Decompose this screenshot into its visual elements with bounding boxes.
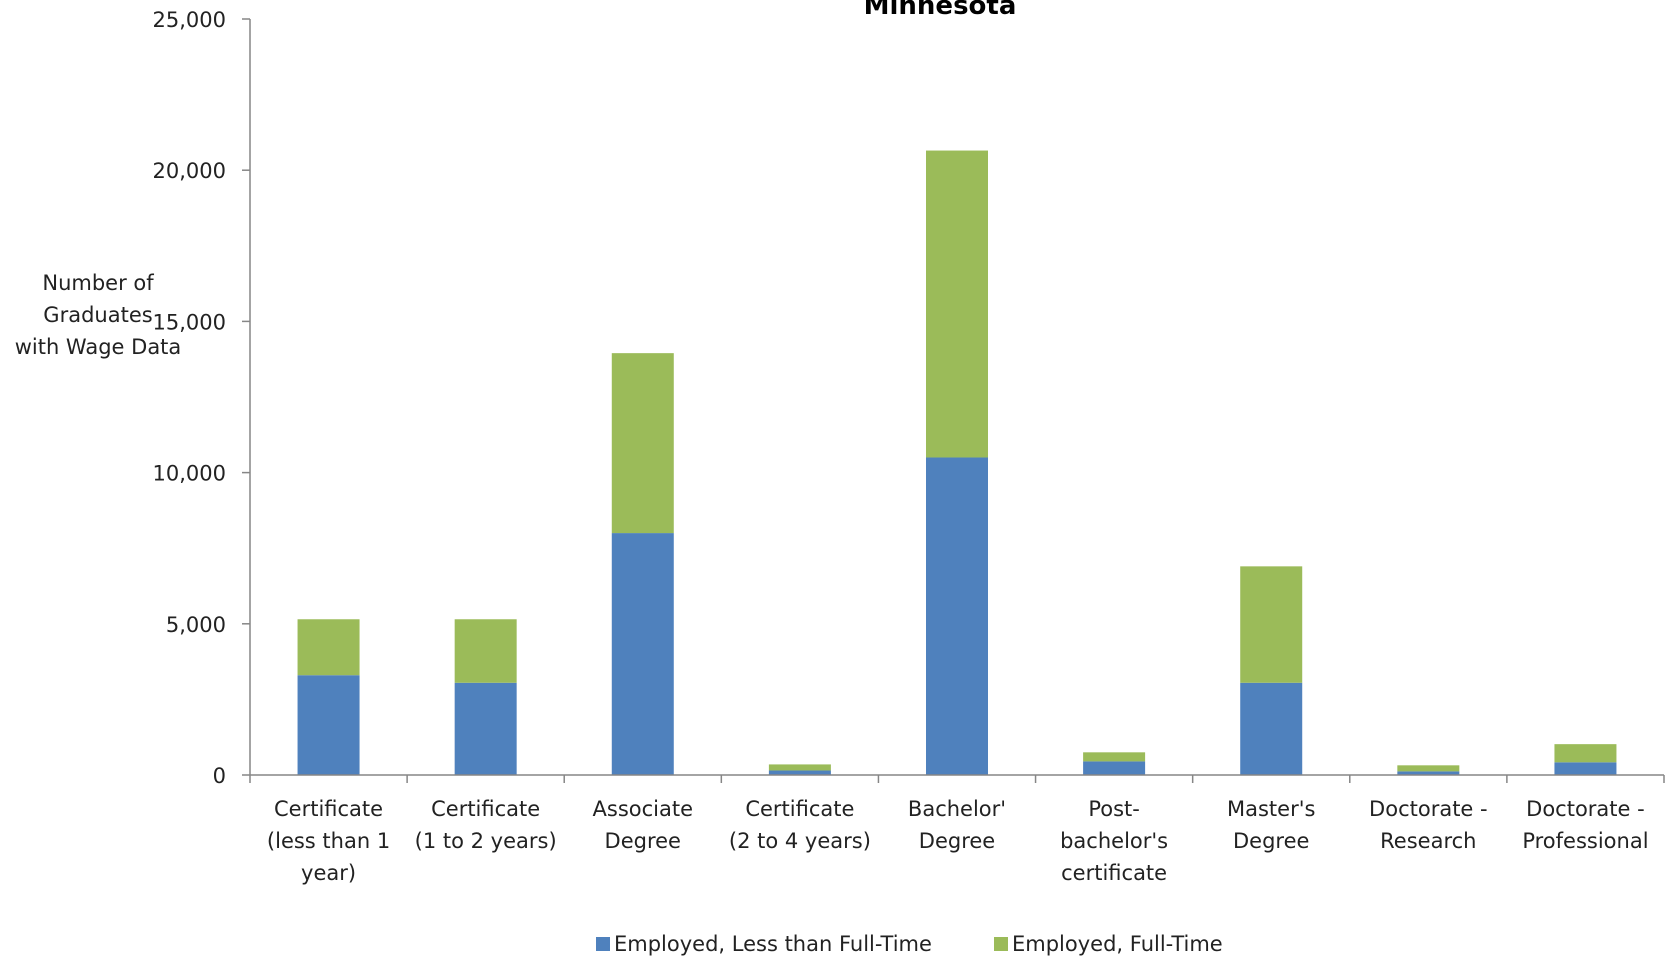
y-tick-label: 5,000 [166,613,226,637]
bar-segment-less-than-full-time [455,683,517,775]
y-axis-title-line: Number of [42,271,154,295]
x-category-label-line: (1 to 2 years) [415,829,557,853]
bar-segment-full-time [926,151,988,458]
x-category-label-line: Professional [1522,829,1648,853]
legend-swatch [994,937,1008,951]
x-category-label-line: bachelor's [1060,829,1168,853]
legend-label: Employed, Less than Full-Time [614,932,932,956]
y-tick-label: 25,000 [153,8,226,32]
y-axis-title-line: Graduates [43,303,152,327]
bar-segment-less-than-full-time [1083,761,1145,775]
x-category-label-line: Certificate [745,797,854,821]
x-category-label-line: Post- [1088,797,1140,821]
bar-segment-full-time [1240,566,1302,682]
x-category-label-line: Master's [1227,797,1315,821]
x-category-label-line: year) [301,861,356,885]
chart-title: Minnesota [864,0,1017,21]
bar-segment-full-time [455,619,517,683]
x-category-label-line: Degree [919,829,995,853]
x-category-label-line: certificate [1061,861,1167,885]
x-category-label-line: Certificate [431,797,540,821]
bar-segment-less-than-full-time [1240,683,1302,775]
bar-segment-less-than-full-time [612,533,674,775]
y-tick-label: 20,000 [153,159,226,183]
x-category-label: Certificate (2 to 4 years) [729,797,871,853]
x-category-label-line: Certificate [274,797,383,821]
x-category-label-line: Doctorate - [1369,797,1488,821]
bar-segment-full-time [612,353,674,533]
bar-segment-full-time [769,764,831,770]
x-category-label-line: Degree [1233,829,1309,853]
x-category-label-line: Research [1380,829,1476,853]
x-category-label: Post-bachelor's certificate [1060,797,1168,885]
y-axis: 0 5,000 10,000 15,000 20,000 25,000 [153,8,250,788]
bar-segment-full-time [1397,765,1459,771]
x-category-label: Associate Degree [593,797,694,853]
legend: Employed, Less than Full-Time Employed, F… [596,932,1223,956]
x-category-label-line: (2 to 4 years) [729,829,871,853]
x-category-label: Doctorate - Research [1369,797,1488,853]
x-category-label: Bachelor' Degree [908,797,1006,853]
legend-label: Employed, Full-Time [1012,932,1223,956]
bar-segment-less-than-full-time [926,457,988,775]
bar-segment-less-than-full-time [298,675,360,775]
x-category-label-line: Degree [605,829,681,853]
x-category-label-line: Associate [593,797,694,821]
y-tick-label: 0 [213,764,226,788]
x-axis: Certificate (less than 1 year) Certificate (… [250,775,1664,885]
legend-swatch [596,937,610,951]
y-tick-label: 10,000 [153,462,226,486]
y-axis-title-line: with Wage Data [15,335,182,359]
x-category-label: Doctorate - Professional [1522,797,1648,853]
x-category-label: Certificate (less than 1 year) [267,797,390,885]
x-category-label-line: Doctorate - [1526,797,1645,821]
bars-group [298,151,1617,775]
bar-segment-full-time [1554,744,1616,762]
bar-segment-full-time [298,619,360,675]
bar-segment-full-time [1083,752,1145,761]
bar-segment-less-than-full-time [1554,762,1616,775]
x-category-label: Master's Degree [1227,797,1315,853]
x-category-label: Certificate (1 to 2 years) [415,797,557,853]
x-category-label-line: Bachelor' [908,797,1006,821]
x-category-label-line: (less than 1 [267,829,390,853]
y-tick-label: 15,000 [153,310,226,334]
